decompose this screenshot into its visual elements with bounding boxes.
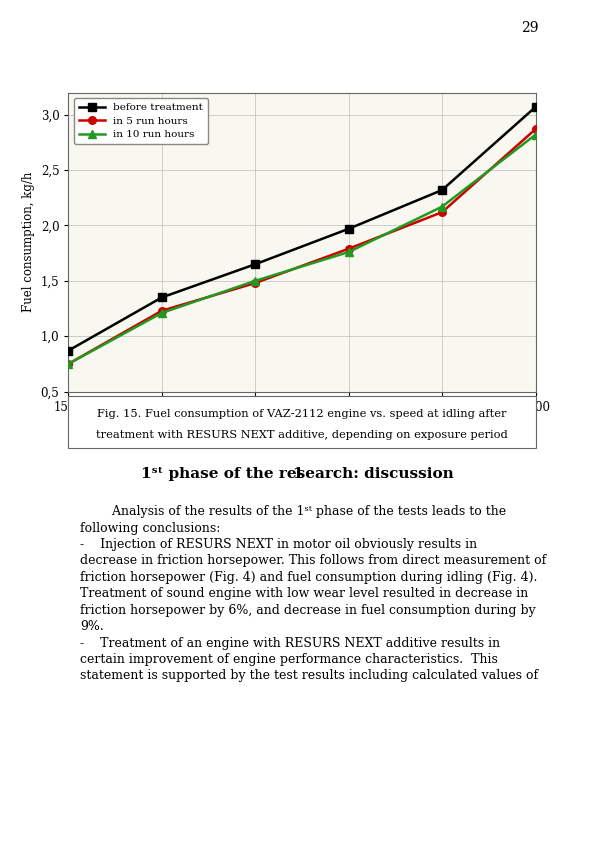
in 10 run hours — [65, 359, 72, 369]
in 5 run hours — [532, 124, 539, 134]
before treatment — [65, 345, 72, 355]
Text: statement is supported by the test results including calculated values of: statement is supported by the test resul… — [80, 669, 538, 682]
Text: Treatment of sound engine with low wear level resulted in decrease in: Treatment of sound engine with low wear … — [80, 588, 528, 600]
in 5 run hours — [345, 243, 352, 253]
Y-axis label: Fuel consumption, kg/h: Fuel consumption, kg/h — [22, 172, 35, 312]
Text: friction horsepower by 6%, and decrease in fuel consumption during by: friction horsepower by 6%, and decrease … — [80, 604, 536, 616]
in 5 run hours — [439, 207, 446, 217]
Line: in 10 run hours: in 10 run hours — [64, 131, 540, 368]
in 5 run hours — [252, 278, 259, 288]
Text: following conclusions:: following conclusions: — [80, 521, 221, 535]
Text: treatment with RESURS NEXT additive, depending on exposure period: treatment with RESURS NEXT additive, dep… — [96, 430, 508, 440]
before treatment — [345, 224, 352, 234]
Text: certain improvement of engine performance characteristics.  This: certain improvement of engine performanc… — [80, 653, 498, 666]
in 10 run hours — [345, 247, 352, 257]
in 10 run hours — [532, 130, 539, 140]
FancyBboxPatch shape — [68, 396, 536, 448]
in 10 run hours — [158, 308, 165, 318]
Line: before treatment: before treatment — [65, 104, 539, 354]
before treatment — [532, 102, 539, 112]
X-axis label: Engine speed, RPM: Engine speed, RPM — [243, 419, 361, 432]
before treatment — [252, 259, 259, 269]
Legend: before treatment, in 5 run hours, in 10 run hours: before treatment, in 5 run hours, in 10 … — [74, 98, 208, 145]
Text: 9%.: 9%. — [80, 620, 104, 633]
Text: 1: 1 — [292, 467, 303, 482]
before treatment — [439, 185, 446, 195]
Text: decrease in friction horsepower. This follows from direct measurement of: decrease in friction horsepower. This fo… — [80, 554, 547, 568]
Text: -    Treatment of an engine with RESURS NEXT additive results in: - Treatment of an engine with RESURS NEX… — [80, 637, 500, 649]
in 10 run hours — [439, 201, 446, 211]
Text: Fig. 15. Fuel consumption of VAZ-2112 engine vs. speed at idling after: Fig. 15. Fuel consumption of VAZ-2112 en… — [97, 409, 507, 419]
Line: in 5 run hours: in 5 run hours — [65, 125, 539, 368]
Text: Analysis of the results of the 1ˢᵗ phase of the tests leads to the: Analysis of the results of the 1ˢᵗ phase… — [80, 505, 506, 518]
before treatment — [158, 292, 165, 302]
in 10 run hours — [252, 276, 259, 286]
Text: -    Injection of RESURS NEXT in motor oil obviously results in: - Injection of RESURS NEXT in motor oil … — [80, 538, 477, 551]
in 5 run hours — [158, 306, 165, 316]
in 5 run hours — [65, 359, 72, 369]
Text: 1ˢᵗ phase of the research: discussion: 1ˢᵗ phase of the research: discussion — [141, 467, 454, 482]
Text: friction horsepower (Fig. 4) and fuel consumption during idling (Fig. 4).: friction horsepower (Fig. 4) and fuel co… — [80, 571, 538, 584]
Text: 29: 29 — [521, 21, 538, 35]
